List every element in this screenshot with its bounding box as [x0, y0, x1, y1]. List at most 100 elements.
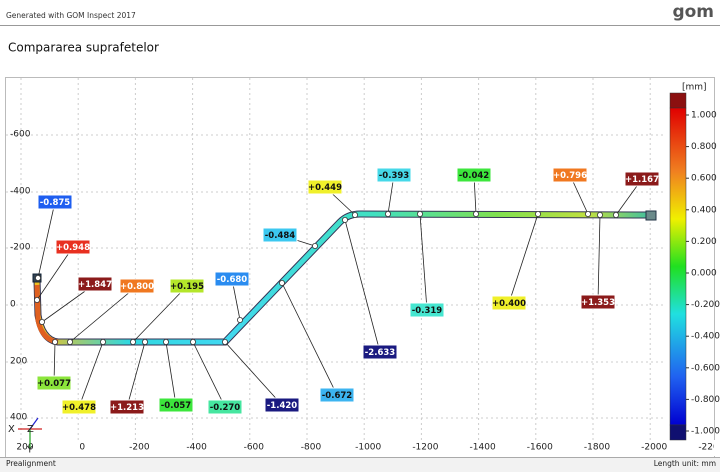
anchor-point	[162, 338, 169, 345]
callout-label: +0.478	[62, 403, 96, 413]
anchor-point	[351, 211, 358, 218]
callout-label: -0.875	[40, 198, 70, 208]
leader-line	[419, 213, 428, 311]
callout-box	[77, 276, 113, 292]
leader-line	[126, 341, 146, 408]
y-tick-label: 200	[10, 357, 27, 367]
axis-x-label: X	[8, 424, 15, 435]
x-tick-label: -400	[186, 443, 207, 453]
anchor-point	[34, 296, 41, 303]
leader-line	[224, 341, 283, 406]
x-tick-label: -1000	[355, 443, 381, 453]
callout-label: +0.449	[308, 183, 342, 193]
anchor-point	[384, 210, 391, 217]
leader-line	[165, 341, 177, 406]
anchor-point	[535, 210, 542, 217]
callout-label: +1.847	[78, 280, 112, 290]
callout-label: -0.680	[217, 275, 247, 285]
anchor-point	[311, 242, 318, 249]
callout-label: +0.077	[37, 379, 71, 389]
y-tick-label: -200	[10, 243, 31, 253]
callout-label: +0.400	[492, 299, 526, 309]
callout-label: -0.057	[161, 401, 191, 411]
scale-label: -1.000	[691, 427, 720, 437]
callout-label: +1.353	[581, 298, 615, 308]
leader-line	[281, 282, 338, 396]
callout-label: -0.270	[210, 403, 240, 413]
logo: gom	[672, 2, 714, 22]
scale-label: 0.000	[691, 269, 717, 279]
callout-label: -0.672	[322, 391, 352, 401]
anchor-point	[100, 338, 107, 345]
scale-label: 0.400	[691, 205, 717, 215]
callout-box	[552, 167, 588, 183]
scale-bottom	[669, 424, 687, 441]
leader-line	[192, 341, 226, 408]
y-tick-label: 0	[10, 300, 16, 310]
x-tick-label: -600	[244, 443, 265, 453]
leader-line	[69, 285, 138, 343]
callout-box	[580, 294, 616, 310]
anchor-point	[35, 274, 42, 281]
callout-label: +1.167	[625, 175, 659, 185]
leader-line	[508, 213, 539, 304]
anchor-point	[221, 338, 228, 345]
scale-label: 0.600	[691, 174, 717, 184]
leader-line	[78, 341, 104, 408]
x-tick-label: -1800	[584, 443, 610, 453]
callout-label: -0.042	[459, 171, 489, 181]
y-tick-label: -600	[10, 130, 31, 140]
anchor-point	[341, 216, 348, 223]
callout-box	[36, 375, 72, 391]
scale-label: -0.600	[691, 363, 720, 373]
leader-line	[36, 246, 74, 301]
callout-box	[207, 399, 243, 415]
y-tick-label: -400	[10, 187, 31, 197]
anchor-point	[189, 338, 196, 345]
callout-box	[409, 302, 445, 318]
footer-bar	[0, 457, 720, 472]
x-tick-label: -1200	[412, 443, 438, 453]
callout-label: -0.484	[265, 231, 295, 241]
x-tick-label: -1600	[527, 443, 553, 453]
scale-label: -0.400	[691, 332, 720, 342]
callout-box	[55, 239, 91, 255]
callout-box	[37, 194, 73, 210]
callout-box	[624, 171, 660, 187]
axis-y-label: Y	[26, 446, 33, 456]
callout-label: +0.796	[553, 171, 587, 181]
callout-box	[362, 344, 398, 360]
leader-line	[37, 201, 56, 279]
anchor-point	[585, 210, 592, 217]
anchor-point	[129, 338, 136, 345]
pipe-end	[645, 210, 657, 221]
x-tick-label: -800	[301, 443, 322, 453]
anchor-point	[52, 338, 59, 345]
callout-box	[307, 179, 343, 195]
scale-top	[669, 92, 687, 109]
callout-label: -0.393	[379, 171, 409, 181]
x-tick-label: 0	[79, 443, 85, 453]
anchor-point	[613, 211, 620, 218]
anchor-point	[597, 211, 604, 218]
scale-label: -0.200	[691, 300, 720, 310]
callout-box	[158, 397, 194, 413]
callout-label: -0.319	[412, 306, 442, 316]
leader-line	[597, 214, 601, 303]
callout-label: -2.633	[365, 348, 395, 358]
anchor-point	[141, 338, 148, 345]
callout-label: +1.213	[110, 403, 144, 413]
callout-label: +0.195	[170, 282, 204, 292]
x-tick-label: -2200	[698, 443, 720, 453]
scale-label: -0.800	[691, 395, 720, 405]
callout-label: -1.420	[267, 401, 297, 411]
callout-box	[376, 167, 412, 183]
y-tick-label: 400	[10, 413, 27, 423]
callout-box	[109, 399, 145, 415]
scale-unit: [mm]	[682, 83, 707, 93]
callout-box	[169, 278, 205, 294]
callout-label: +0.948	[56, 243, 90, 253]
anchor-point	[416, 210, 423, 217]
